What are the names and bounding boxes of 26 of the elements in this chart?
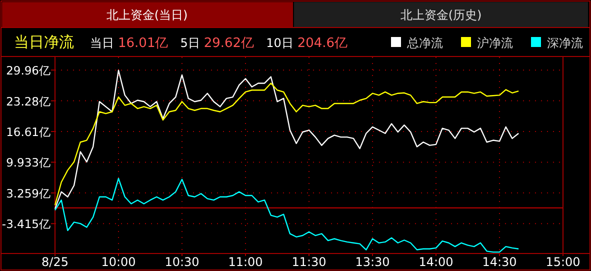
text: 10日 (266, 36, 294, 50)
text: 204.6亿 (297, 36, 348, 51)
x-tick-label: 14:00 (418, 255, 454, 269)
x-tick-label: 8/25 (42, 255, 68, 269)
x-tick-label: 11:30 (292, 255, 326, 269)
x-tick-label: 14:30 (482, 255, 517, 269)
x-tick-label: 10:00 (101, 255, 136, 269)
y-tick-label: -3.415亿 (2, 217, 51, 232)
y-tick-label: 3.259亿 (6, 186, 51, 200)
tabs: 北上资金(当日) 北上资金(历史) (0, 2, 590, 28)
legend-label: 总净流 (406, 36, 443, 50)
legend-label: 深净流 (547, 36, 583, 50)
x-tick-label: 15:00 (546, 255, 580, 269)
x-tick-label: 10:30 (164, 255, 200, 269)
y-tick-label: 29.96亿 (6, 64, 51, 78)
x-tick-label: 13:30 (355, 255, 390, 269)
y-tick-label: 23.28亿 (6, 94, 51, 108)
legend-label: 沪净流 (477, 36, 513, 50)
y-tick-label: 9.933亿 (6, 156, 51, 170)
text: 当日 (90, 36, 114, 50)
text: 16.01亿 (118, 36, 168, 51)
x-tick-label: 11:00 (228, 255, 263, 269)
text: 5日 (180, 36, 200, 50)
text: 29.62亿 (204, 36, 254, 51)
y-tick-label: 16.61亿 (6, 124, 51, 139)
chart-title: 当日净流 (14, 33, 74, 51)
